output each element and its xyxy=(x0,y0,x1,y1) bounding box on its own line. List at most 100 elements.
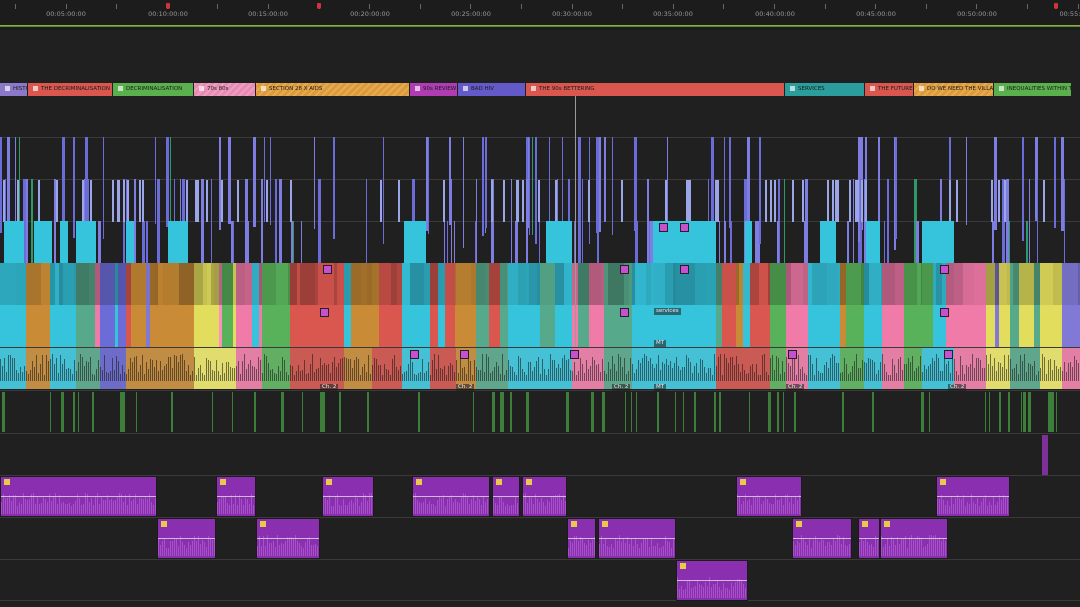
fx-badge[interactable] xyxy=(620,265,629,274)
fx-badge[interactable] xyxy=(526,479,532,485)
video-clip[interactable] xyxy=(722,263,736,305)
video-clip[interactable] xyxy=(236,305,245,347)
video-clip[interactable] xyxy=(922,305,933,347)
audio-clip[interactable] xyxy=(657,392,659,432)
video-clip[interactable] xyxy=(89,263,95,305)
video-clip[interactable] xyxy=(41,305,50,347)
video-clip[interactable] xyxy=(503,180,505,222)
video-clip[interactable] xyxy=(778,179,780,288)
video-clip[interactable] xyxy=(827,263,837,305)
video-clip[interactable] xyxy=(792,180,794,222)
video-clip[interactable] xyxy=(211,263,214,305)
audio-clip[interactable] xyxy=(808,348,840,389)
video-clip[interactable] xyxy=(624,263,629,305)
video-clip[interactable] xyxy=(76,305,89,347)
video-clip[interactable] xyxy=(629,263,632,305)
video-clip[interactable] xyxy=(344,263,351,305)
video-clip[interactable] xyxy=(715,180,717,222)
video-clip[interactable] xyxy=(471,263,476,305)
video-clip[interactable] xyxy=(214,263,219,305)
video-clip[interactable] xyxy=(864,305,869,347)
video-clip[interactable] xyxy=(835,180,837,222)
video-clip[interactable] xyxy=(827,180,829,222)
video-clip[interactable] xyxy=(0,263,16,305)
fx-badge[interactable] xyxy=(740,479,746,485)
video-clip[interactable] xyxy=(155,305,158,347)
video-clip[interactable] xyxy=(770,180,772,222)
video-clip[interactable] xyxy=(334,305,337,347)
video-clip[interactable] xyxy=(538,180,540,222)
volume-line[interactable] xyxy=(217,496,255,497)
audio-clip[interactable] xyxy=(120,392,123,432)
audio-clip[interactable] xyxy=(989,392,990,432)
video-clip[interactable] xyxy=(275,179,277,276)
video-clip[interactable] xyxy=(555,180,557,222)
video-clip[interactable] xyxy=(986,305,995,347)
music-clip[interactable] xyxy=(256,518,320,559)
video-clip[interactable] xyxy=(197,180,199,222)
audio-clip[interactable] xyxy=(719,392,721,432)
volume-line[interactable] xyxy=(568,538,595,539)
audio-clip[interactable] xyxy=(632,348,654,389)
volume-line[interactable] xyxy=(859,538,879,539)
video-clip[interactable] xyxy=(774,180,776,222)
video-clip[interactable] xyxy=(942,263,946,305)
audio-clip[interactable] xyxy=(2,392,5,432)
video-clip[interactable] xyxy=(115,305,118,347)
video-clip[interactable] xyxy=(372,305,379,347)
video-clip[interactable] xyxy=(158,305,163,347)
video-clip[interactable] xyxy=(233,305,236,347)
video-clip[interactable] xyxy=(525,263,529,305)
video-clip[interactable] xyxy=(186,180,188,222)
video-clip[interactable] xyxy=(525,305,529,347)
video-clip[interactable] xyxy=(73,137,75,238)
video-clip[interactable] xyxy=(716,305,722,347)
video-clip[interactable] xyxy=(25,179,26,281)
audio-clip[interactable] xyxy=(502,392,504,432)
video-clip[interactable] xyxy=(1013,305,1019,347)
video-clip[interactable] xyxy=(89,305,95,347)
video-clip[interactable] xyxy=(41,263,50,305)
audio-clip[interactable] xyxy=(1051,392,1054,432)
audio-clip[interactable] xyxy=(872,392,874,432)
volume-line[interactable] xyxy=(881,538,947,539)
video-clip[interactable] xyxy=(0,137,2,233)
video-clip[interactable] xyxy=(337,305,344,347)
fx-badge[interactable] xyxy=(796,521,802,527)
video-clip[interactable] xyxy=(582,179,583,267)
video-clip[interactable] xyxy=(366,179,367,292)
video-clip[interactable] xyxy=(759,137,761,244)
video-clip[interactable] xyxy=(601,263,604,305)
audio-clip[interactable] xyxy=(768,392,771,432)
video-clip[interactable] xyxy=(1054,137,1056,228)
video-clip[interactable] xyxy=(4,221,24,263)
audio-clip[interactable] xyxy=(281,392,284,432)
video-clip[interactable] xyxy=(428,137,429,234)
video-clip[interactable] xyxy=(1078,305,1080,347)
video-clip[interactable] xyxy=(276,263,288,305)
video-clip[interactable] xyxy=(634,137,637,231)
video-clip[interactable] xyxy=(743,305,750,347)
video-clip[interactable] xyxy=(837,180,839,222)
audio-clip[interactable] xyxy=(840,348,864,389)
video-clip[interactable] xyxy=(157,179,160,270)
video-clip[interactable] xyxy=(233,263,236,305)
volume-line[interactable] xyxy=(413,496,489,497)
video-clip[interactable] xyxy=(1019,263,1034,305)
video-clip[interactable] xyxy=(651,305,654,347)
volume-line[interactable] xyxy=(677,580,747,581)
video-clip[interactable] xyxy=(963,305,974,347)
video-clip[interactable] xyxy=(228,137,231,224)
video-clip[interactable] xyxy=(604,305,608,347)
video-clip[interactable] xyxy=(864,179,866,283)
audio-clip[interactable] xyxy=(50,348,76,389)
video-clip[interactable] xyxy=(695,305,706,347)
video-clip[interactable] xyxy=(131,305,142,347)
music-clip[interactable] xyxy=(676,560,748,601)
audio-clip[interactable] xyxy=(171,392,173,432)
video-clip[interactable] xyxy=(166,137,169,227)
video-clip[interactable] xyxy=(245,305,252,347)
audio-clip[interactable] xyxy=(418,392,420,432)
video-clip[interactable] xyxy=(288,305,290,347)
timeline-marker[interactable] xyxy=(166,3,170,9)
